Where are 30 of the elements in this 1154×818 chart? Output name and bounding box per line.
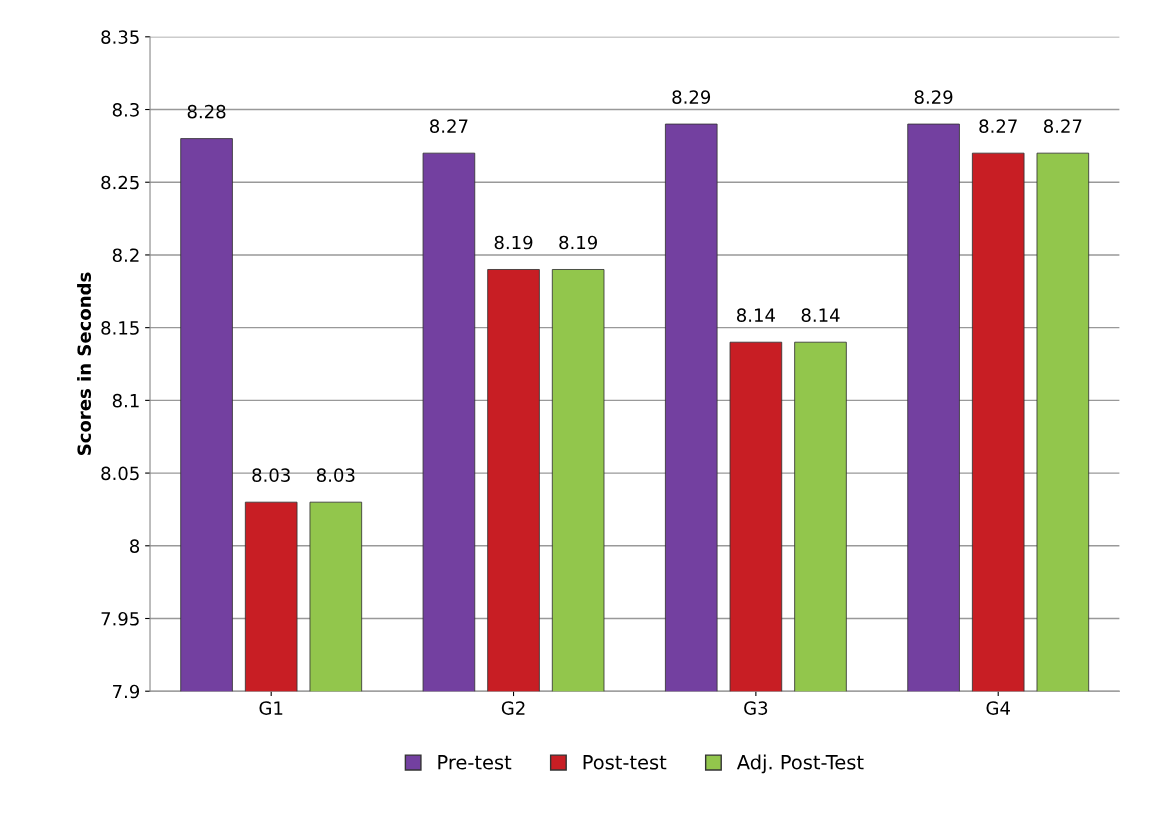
y-tick-label: 8.25	[101, 175, 139, 190]
y-tick-label: 8.05	[101, 466, 139, 481]
legend-label: Pre-test	[438, 755, 512, 770]
data-label: 8.27	[979, 119, 1017, 133]
x-tick-label: G1	[259, 701, 283, 715]
data-label: 8.03	[316, 468, 355, 482]
data-label: 8.03	[252, 468, 290, 482]
y-tick-label: 8.1	[112, 393, 139, 408]
data-label: 8.14	[801, 308, 840, 323]
data-label: 8.14	[736, 308, 775, 323]
x-tick-label: G4	[986, 701, 1010, 715]
data-label: 8.29	[672, 90, 711, 104]
y-tick-label: 8.35	[101, 30, 139, 44]
x-tick-label: G3	[744, 701, 768, 715]
data-label: 8.27	[1043, 119, 1082, 133]
data-label: 8.29	[914, 90, 953, 104]
y-tick-label: 7.9	[113, 684, 140, 699]
data-label: 8.28	[187, 104, 226, 119]
y-tick-label: 8.3	[112, 102, 139, 117]
legend-label: Adj. Post-Test	[736, 754, 864, 774]
data-label: 8.19	[559, 235, 597, 250]
legend-label: Post-test	[583, 755, 667, 770]
y-tick-label: 7.95	[101, 611, 139, 626]
data-label: 8.27	[430, 119, 468, 133]
x-tick-label: G2	[501, 701, 525, 715]
y-tick-label: 8	[130, 539, 140, 553]
data-label: 8.19	[494, 235, 533, 250]
y-tick-label: 8.2	[112, 248, 139, 263]
y-axis-title: Scores in Seconds	[77, 272, 92, 455]
y-tick-label: 8.15	[101, 321, 139, 335]
